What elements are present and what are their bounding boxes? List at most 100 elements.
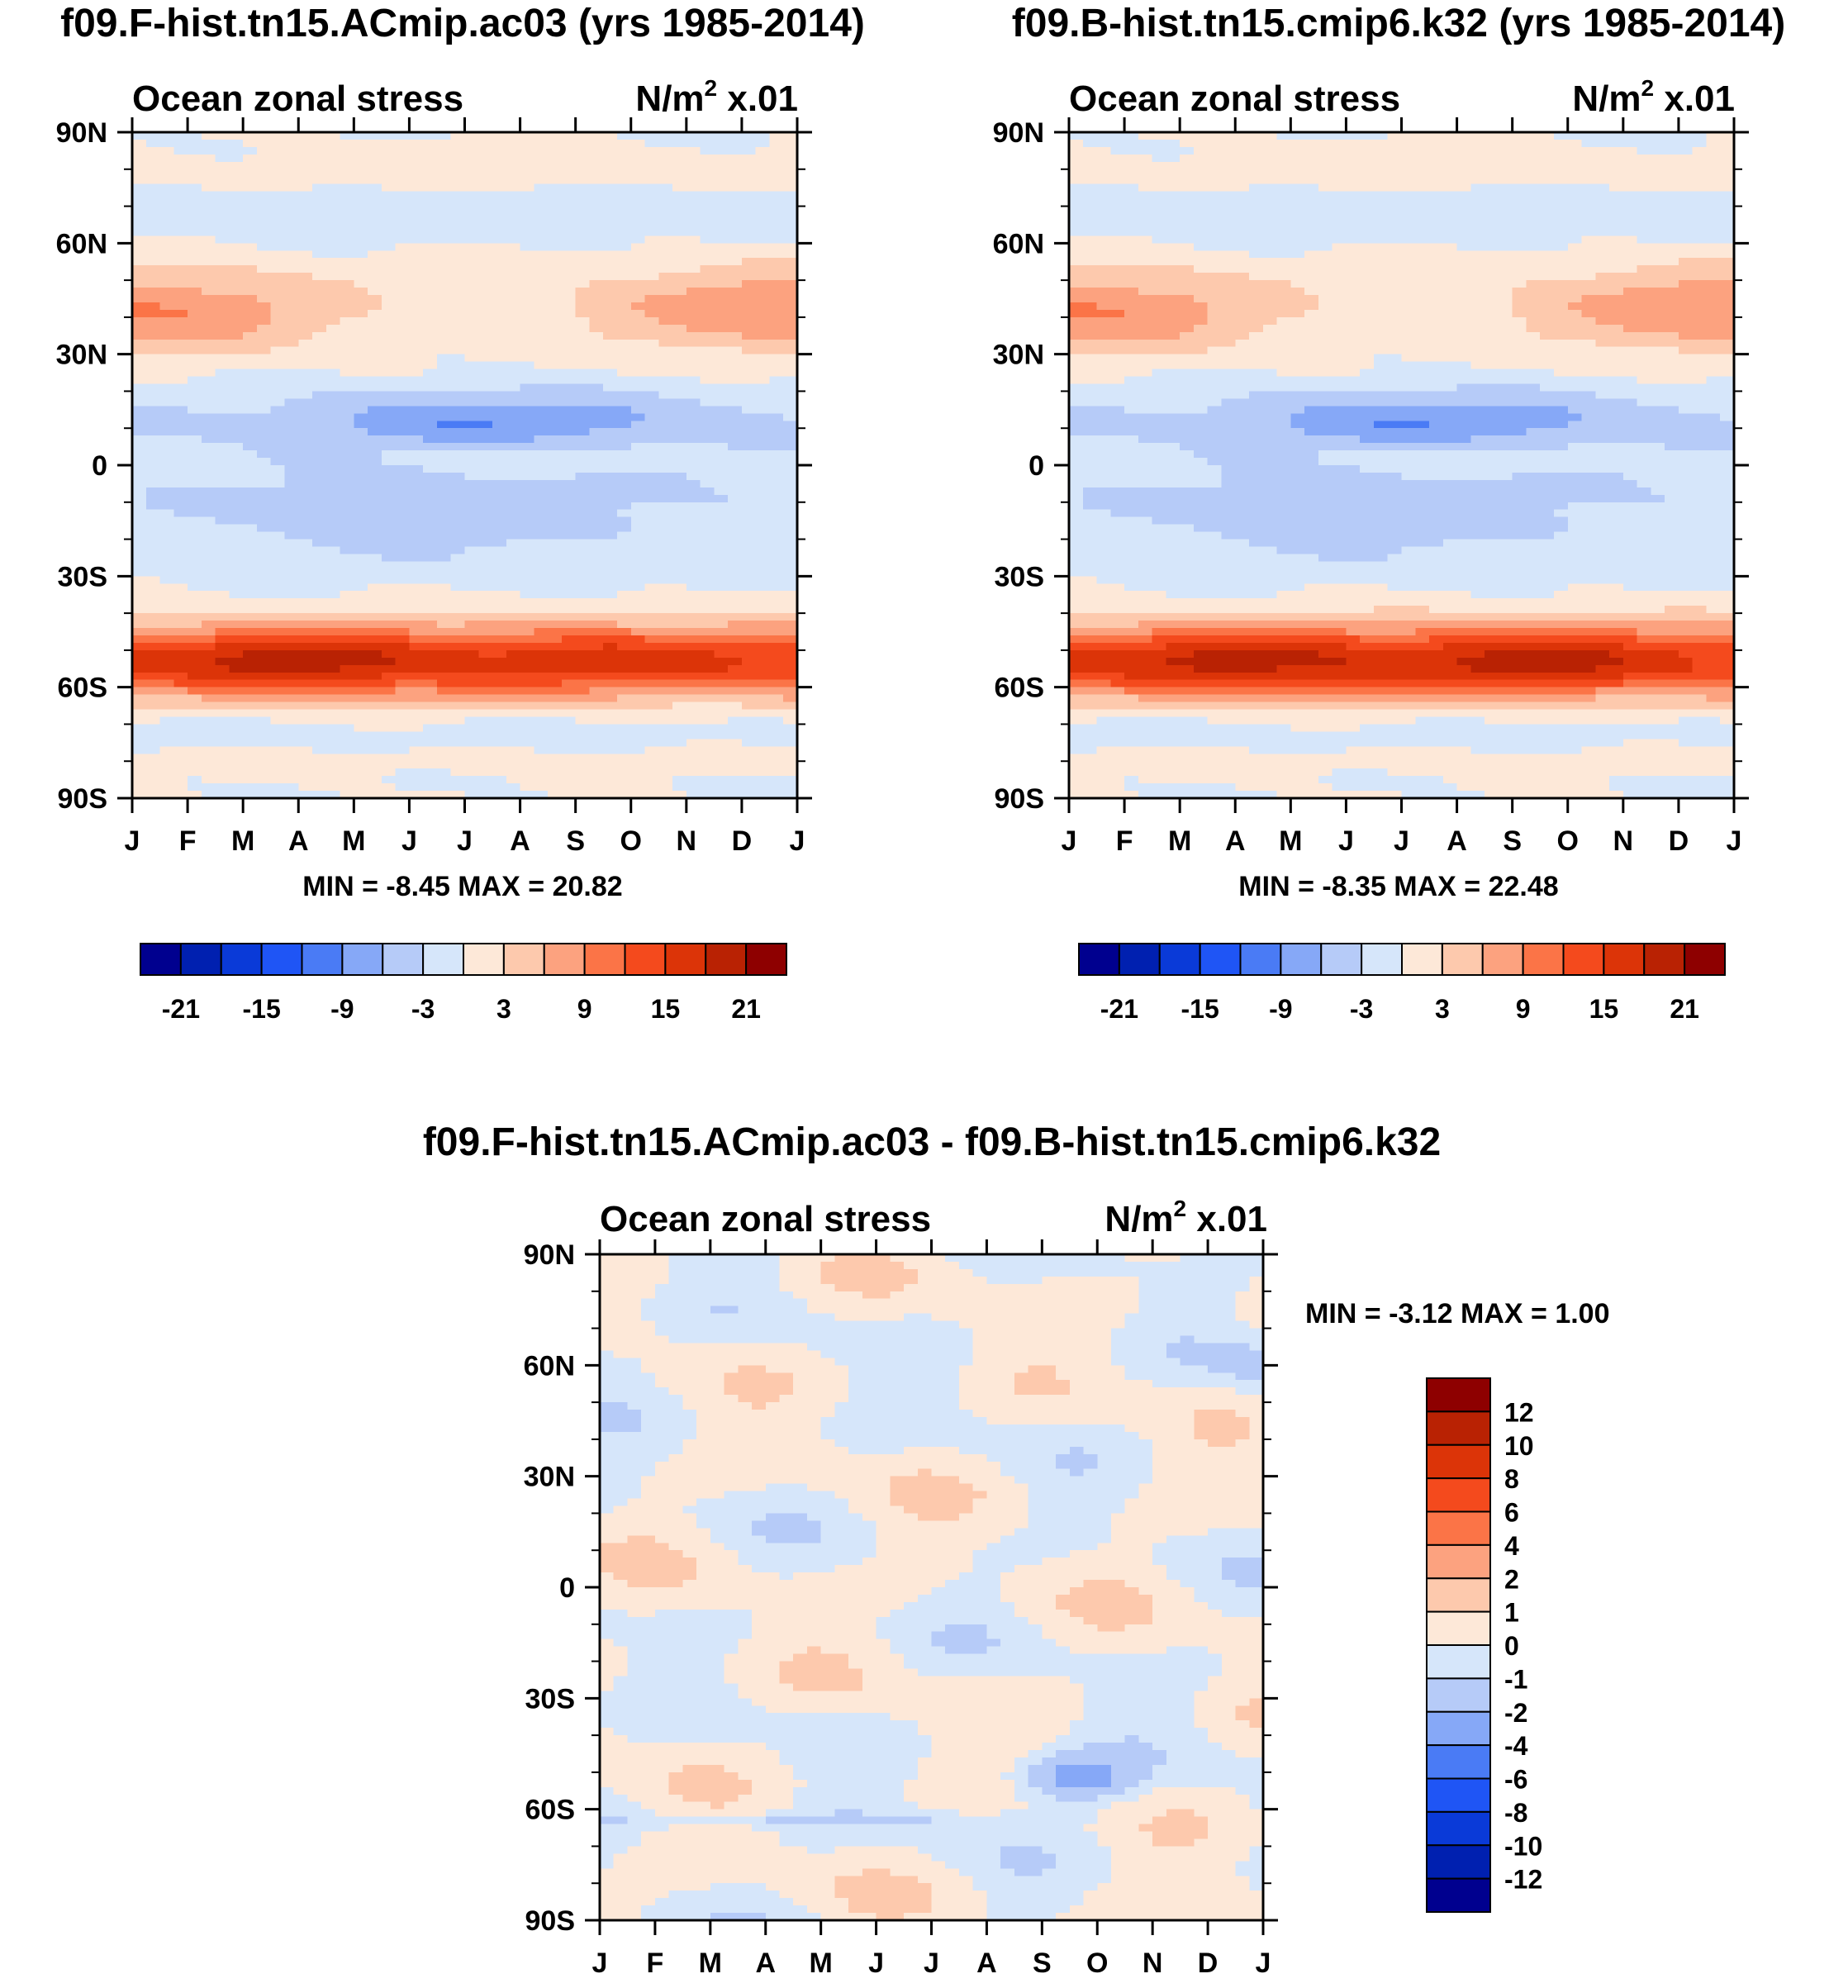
heatmap-cell <box>1498 213 1513 222</box>
heatmap-cell <box>1415 146 1430 155</box>
heatmap-cell <box>298 250 313 259</box>
heatmap-cell <box>145 731 161 740</box>
heatmap-cell <box>215 479 230 488</box>
heatmap-cell <box>159 398 174 407</box>
heatmap-cell <box>644 687 659 696</box>
heatmap-cell <box>450 273 466 281</box>
heatmap-cell <box>340 487 354 496</box>
heatmap-cell <box>644 531 659 540</box>
heatmap-cell <box>256 642 272 651</box>
heatmap-cell <box>159 132 174 140</box>
heatmap-cell <box>256 302 272 311</box>
heatmap-cell <box>395 487 411 496</box>
heatmap-cell <box>478 516 493 526</box>
heatmap-cell <box>492 309 507 318</box>
heatmap-cell <box>686 465 701 473</box>
heatmap-cell <box>270 768 286 777</box>
heatmap-cell <box>464 398 479 407</box>
heatmap-cell <box>783 783 798 792</box>
heatmap-cell <box>229 509 244 518</box>
heatmap-cell <box>769 679 784 688</box>
heatmap-cell <box>672 716 687 725</box>
heatmap-cell <box>354 746 368 754</box>
heatmap-cell <box>492 613 507 621</box>
heatmap-cell <box>381 487 397 496</box>
heatmap-cell <box>1304 161 1319 170</box>
heatmap-cell <box>769 509 784 518</box>
heatmap-cell <box>256 672 272 681</box>
heatmap-cell <box>229 309 244 318</box>
heatmap-cell <box>354 228 368 236</box>
heatmap-cell <box>173 539 188 548</box>
heatmap-cell <box>159 731 174 740</box>
heatmap-cell <box>658 302 673 311</box>
heatmap-cell <box>173 176 188 185</box>
heatmap-cell <box>256 250 272 259</box>
heatmap-cell <box>603 783 618 792</box>
x-tick-label: M <box>231 825 254 857</box>
heatmap-cell <box>616 554 632 563</box>
heatmap-cell <box>672 413 687 421</box>
heatmap-cell <box>506 235 521 244</box>
heatmap-cell <box>755 702 771 711</box>
heatmap-cell <box>132 561 147 569</box>
heatmap-cell <box>700 443 715 451</box>
heatmap-cell <box>215 191 230 200</box>
heatmap-cell <box>1276 161 1291 170</box>
heatmap-cell <box>395 679 411 688</box>
heatmap-cell <box>686 361 701 370</box>
heatmap-cell <box>728 406 743 414</box>
heatmap-cell <box>769 494 784 503</box>
heatmap-cell <box>741 458 757 466</box>
heatmap-cell <box>201 591 216 599</box>
heatmap-cell <box>755 746 771 754</box>
heatmap-cell <box>201 428 216 436</box>
heatmap-cell <box>450 383 466 392</box>
heatmap-cell <box>1276 213 1291 222</box>
heatmap-cell <box>672 295 687 303</box>
heatmap-cell <box>630 539 646 548</box>
heatmap-cell <box>672 776 687 784</box>
heatmap-cell <box>159 191 174 200</box>
heatmap-cell <box>159 324 174 333</box>
heatmap-cell <box>589 591 604 599</box>
heatmap-cell <box>1207 213 1223 222</box>
heatmap-cell <box>1318 206 1333 215</box>
heatmap-cell <box>755 265 771 273</box>
heatmap-cell <box>450 443 466 451</box>
heatmap-cell <box>1346 198 1361 207</box>
heatmap-cell <box>548 531 563 540</box>
heatmap-cell <box>672 509 687 518</box>
heatmap-cell <box>325 687 341 696</box>
heatmap-cell <box>769 398 784 407</box>
heatmap-cell <box>188 576 202 584</box>
heatmap-cell <box>769 664 784 673</box>
heatmap-cell <box>381 273 397 281</box>
heatmap-cell <box>464 331 479 340</box>
heatmap-cell <box>714 376 729 385</box>
heatmap-cell <box>603 183 618 193</box>
heatmap-cell <box>492 273 507 281</box>
heatmap-cell <box>700 761 715 769</box>
heatmap-cell <box>270 176 286 185</box>
heatmap-cell <box>603 628 618 636</box>
heatmap-cell <box>506 376 521 385</box>
heatmap-cell <box>340 354 354 363</box>
heatmap-cell <box>769 768 784 777</box>
heatmap-cell <box>561 724 577 732</box>
heatmap-cell <box>589 383 604 392</box>
heatmap-cell <box>561 621 577 629</box>
heatmap-cell <box>270 754 286 762</box>
heatmap-cell <box>630 139 646 148</box>
heatmap-cell <box>1249 206 1264 215</box>
heatmap-cell <box>201 649 216 659</box>
heatmap-cell <box>575 561 591 569</box>
heatmap-cell <box>145 361 161 370</box>
heatmap-cell <box>728 250 743 259</box>
heatmap-cell <box>1110 206 1125 215</box>
heatmap-cell <box>741 132 757 140</box>
heatmap-cell <box>1166 213 1181 222</box>
heatmap-cell <box>686 642 701 651</box>
heatmap-cell <box>354 664 368 673</box>
heatmap-cell <box>325 161 341 170</box>
